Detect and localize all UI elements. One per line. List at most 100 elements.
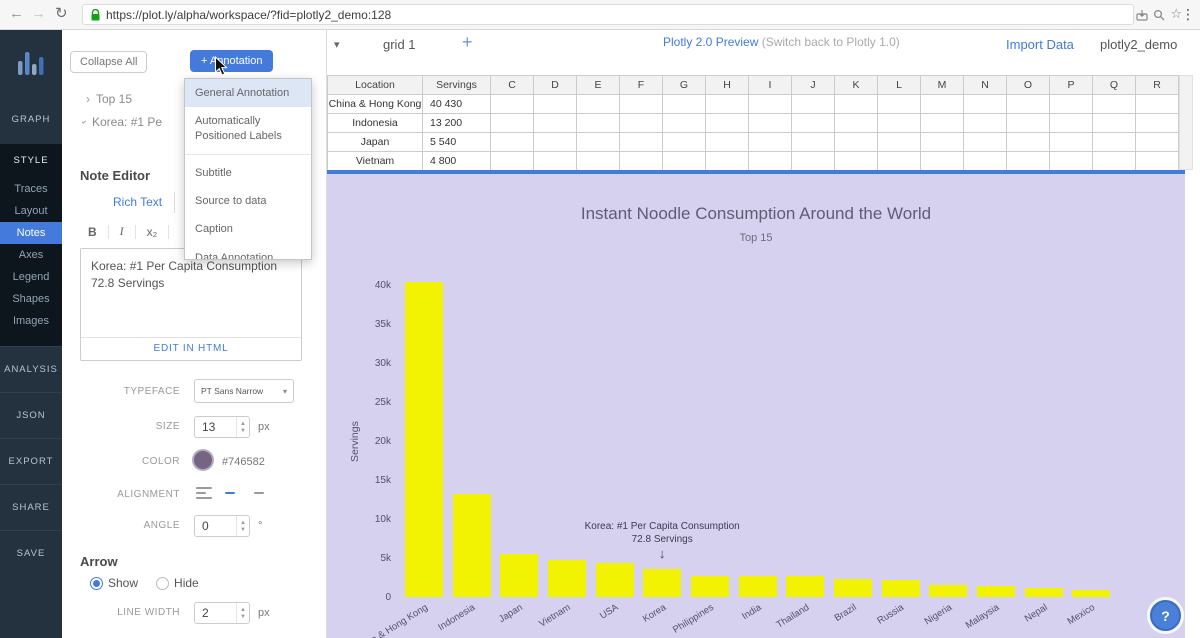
grid-cell[interactable] <box>706 133 749 152</box>
grid-column-p[interactable]: P <box>1050 76 1093 95</box>
grid-cell[interactable]: Vietnam <box>328 152 423 171</box>
note-color-swatch[interactable] <box>194 451 212 469</box>
grid-cell[interactable] <box>792 95 835 114</box>
dropdown-item-subtitle[interactable]: Subtitle <box>195 166 232 179</box>
grid-cell[interactable] <box>921 152 964 171</box>
grid-column-l[interactable]: L <box>878 76 921 95</box>
step-down-icon[interactable]: ▼ <box>240 526 246 533</box>
grid-column-r[interactable]: R <box>1136 76 1179 95</box>
sidebar-item-style[interactable]: STYLE <box>13 155 49 166</box>
grid-menu-caret-icon[interactable]: ▾ <box>334 39 340 51</box>
grid-cell[interactable] <box>921 95 964 114</box>
angle-stepper[interactable]: ▲▼ <box>194 515 250 537</box>
grid-cell[interactable] <box>577 114 620 133</box>
grid-cell[interactable] <box>1007 95 1050 114</box>
show-radio[interactable]: Show <box>90 576 138 590</box>
sidebar-item-layout[interactable]: Layout <box>14 205 48 217</box>
grid-cell[interactable] <box>1050 152 1093 171</box>
grid-cell[interactable] <box>1007 133 1050 152</box>
tree-item-korea[interactable]: ›Korea: #1 Pe <box>82 115 182 129</box>
grid-cell[interactable] <box>620 95 663 114</box>
grid-cell[interactable]: Japan <box>328 133 423 152</box>
grid-cell[interactable] <box>921 114 964 133</box>
dropdown-item-automatically-positioned-labels[interactable]: Automatically Positioned Labels <box>195 115 282 142</box>
grid-cell[interactable] <box>491 95 534 114</box>
plotly-preview-link[interactable]: Plotly 2.0 Preview <box>663 35 759 49</box>
back-button[interactable]: ← <box>9 5 24 22</box>
grid-cell[interactable] <box>1007 152 1050 171</box>
grid-cell[interactable] <box>878 95 921 114</box>
grid-cell[interactable] <box>706 152 749 171</box>
url-bar[interactable]: https://plot.ly/alpha/workspace/?fid=plo… <box>82 4 1134 25</box>
sidebar-item-save[interactable]: SAVE <box>0 530 62 576</box>
sidebar-item-traces[interactable]: Traces <box>14 183 48 195</box>
bar-thailand[interactable] <box>786 576 825 597</box>
grid-cell[interactable] <box>749 152 792 171</box>
bar-philippines[interactable] <box>690 576 729 597</box>
grid-column-m[interactable]: M <box>921 76 964 95</box>
grid-cell[interactable] <box>1007 114 1050 133</box>
bar-mexico[interactable] <box>1072 590 1111 597</box>
grid-cell[interactable] <box>577 133 620 152</box>
grid-cell[interactable] <box>1136 95 1179 114</box>
grid-cell[interactable] <box>491 133 534 152</box>
grid-cell[interactable]: 4 800 <box>423 152 491 171</box>
grid-column-h[interactable]: H <box>706 76 749 95</box>
bar-indonesia[interactable] <box>452 494 491 597</box>
grid-cell[interactable]: Indonesia <box>328 114 423 133</box>
bar-japan[interactable] <box>500 554 539 597</box>
grid-column-servings[interactable]: Servings <box>423 76 491 95</box>
tab-rich-text[interactable]: Rich Text <box>113 195 163 209</box>
bar-korea[interactable] <box>643 569 682 597</box>
stepper-arrows[interactable]: ▲ ▼ <box>236 417 249 437</box>
grid-cell[interactable] <box>491 152 534 171</box>
grid-cell[interactable] <box>663 114 706 133</box>
bar-usa[interactable] <box>595 563 634 597</box>
refresh-button[interactable]: ↻ <box>55 5 68 22</box>
grid-cell[interactable] <box>921 133 964 152</box>
grid-cell[interactable] <box>792 114 835 133</box>
hide-radio[interactable]: Hide <box>156 576 199 590</box>
typeface-select[interactable]: PT Sans Narrow ▾ <box>194 379 294 403</box>
grid-cell[interactable] <box>577 152 620 171</box>
bookmark-star-icon[interactable]: ☆ <box>1170 6 1182 21</box>
grid-cell[interactable] <box>534 152 577 171</box>
extension-icon[interactable] <box>1136 8 1148 26</box>
bar-russia[interactable] <box>881 580 920 597</box>
grid-cell[interactable] <box>663 95 706 114</box>
grid-cell[interactable] <box>534 133 577 152</box>
grid-cell[interactable] <box>1136 114 1179 133</box>
grid-cell[interactable] <box>1093 133 1136 152</box>
import-data-link[interactable]: Import Data <box>1006 37 1074 52</box>
grid-cell[interactable] <box>706 95 749 114</box>
dropdown-item-general-annotation[interactable]: General Annotation <box>185 79 311 108</box>
grid-cell[interactable] <box>964 152 1007 171</box>
grid-cell[interactable] <box>964 114 1007 133</box>
step-up-icon[interactable]: ▲ <box>240 420 246 427</box>
grid-cell[interactable] <box>620 133 663 152</box>
grid-cell[interactable] <box>878 114 921 133</box>
collapse-all-button[interactable]: Collapse All <box>70 51 148 73</box>
grid-column-q[interactable]: Q <box>1093 76 1136 95</box>
grid-cell[interactable]: 13 200 <box>423 114 491 133</box>
bar-nigeria[interactable] <box>929 585 968 597</box>
line-width-input[interactable] <box>195 606 227 620</box>
subscript-button[interactable]: x₂ <box>146 224 158 239</box>
grid-column-c[interactable]: C <box>491 76 534 95</box>
grid-cell[interactable] <box>1050 114 1093 133</box>
grid-cell[interactable] <box>835 133 878 152</box>
grid-cell[interactable] <box>1093 95 1136 114</box>
note-text-editor[interactable]: Korea: #1 Per Capita Consumption 72.8 Se… <box>80 248 302 361</box>
italic-button[interactable]: I <box>119 224 124 238</box>
add-annotation-button[interactable]: + Annotation <box>190 50 274 72</box>
grid-cell[interactable] <box>620 152 663 171</box>
chart-subtitle[interactable]: Top 15 <box>739 232 773 244</box>
switch-back-text[interactable]: (Switch back to Plotly 1.0) <box>761 35 900 49</box>
search-icon[interactable] <box>1153 8 1165 26</box>
grid-cell[interactable] <box>620 114 663 133</box>
grid-column-n[interactable]: N <box>964 76 1007 95</box>
grid-cell[interactable] <box>1136 152 1179 171</box>
note-text[interactable]: Korea: #1 Per Capita Consumption 72.8 Se… <box>81 249 301 302</box>
sidebar-item-notes[interactable]: Notes <box>0 222 62 244</box>
grid-cell[interactable] <box>964 133 1007 152</box>
